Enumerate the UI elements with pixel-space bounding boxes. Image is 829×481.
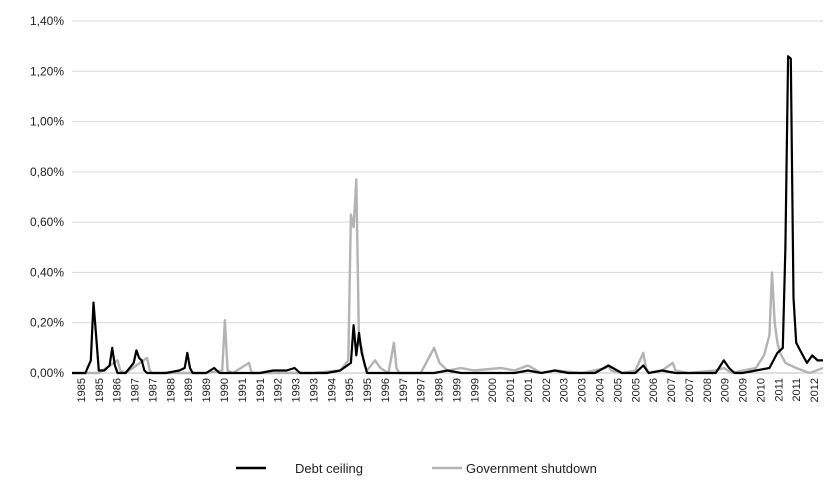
legend: Debt ceiling Government shutdown xyxy=(236,461,597,476)
x-tick-label: 2007 xyxy=(666,378,678,402)
y-tick-label: 0,00% xyxy=(30,366,64,380)
y-tick-label: 0,20% xyxy=(30,316,64,330)
x-tick-label: 1985 xyxy=(76,378,88,402)
x-axis: 1985 1985 1986 1987 1987 1988 1989 1989 1990 1991… xyxy=(72,372,823,402)
series-line-government-shutdown xyxy=(72,178,824,375)
x-tick-label: 1986 xyxy=(112,378,124,402)
y-tick-label: 1,00% xyxy=(30,115,64,129)
x-tick-label: 2006 xyxy=(648,378,660,402)
x-tick-label: 1999 xyxy=(469,378,481,402)
legend-label: Government shutdown xyxy=(466,461,597,476)
x-tick-label: 2010 xyxy=(755,378,767,402)
x-tick-label: 2007 xyxy=(684,378,696,402)
y-tick-label: 0,60% xyxy=(30,215,64,229)
x-tick-label: 2003 xyxy=(559,378,571,402)
x-tick-label: 2012 xyxy=(809,378,821,402)
x-tick-label: 1988 xyxy=(165,378,177,402)
series-lines xyxy=(72,55,824,375)
x-tick-label: 1989 xyxy=(201,378,213,402)
x-tick-label: 2011 xyxy=(791,378,803,402)
y-axis-ticks: 0,00% 0,20% 0,40% 0,60% 0,80% 1,00% 1,20% 1,40% xyxy=(30,14,64,380)
x-tick-label: 1991 xyxy=(255,378,267,402)
x-tick-label: 1995 xyxy=(344,378,356,402)
x-tick-label: 1990 xyxy=(219,378,231,402)
x-tick-label: 1993 xyxy=(291,378,303,402)
x-tick-label: 2005 xyxy=(612,378,624,402)
x-tick-label: 2009 xyxy=(738,378,750,402)
x-tick-label: 1997 xyxy=(398,378,410,402)
x-tick-label: 1985 xyxy=(94,378,106,402)
x-tick-label: 1987 xyxy=(147,378,159,402)
y-tick-label: 0,80% xyxy=(30,165,64,179)
x-tick-label: 2001 xyxy=(523,378,535,402)
x-tick-label: 1999 xyxy=(451,378,463,402)
x-tick-label: 2002 xyxy=(541,378,553,402)
y-tick-label: 0,40% xyxy=(30,265,64,279)
y-tick-label: 1,20% xyxy=(30,64,64,78)
x-tick-label: 2000 xyxy=(487,378,499,402)
x-tick-label: 1989 xyxy=(183,378,195,402)
x-tick-label: 2011 xyxy=(773,378,785,402)
x-tick-label: 1992 xyxy=(273,378,285,402)
x-tick-label: 2005 xyxy=(630,378,642,402)
x-tick-label: 1993 xyxy=(308,378,320,402)
x-tick-label: 1995 xyxy=(362,378,374,402)
x-tick-label: 1994 xyxy=(326,378,338,402)
legend-label: Debt ceiling xyxy=(295,461,363,476)
x-tick-label: 2001 xyxy=(505,378,517,402)
x-tick-label: 1997 xyxy=(416,378,428,402)
x-tick-label: 1987 xyxy=(130,378,142,402)
series-line-debt-ceiling xyxy=(72,55,823,375)
x-tick-label: 2004 xyxy=(594,378,606,402)
x-tick-label: 1998 xyxy=(434,378,446,402)
x-tick-label: 2003 xyxy=(577,378,589,402)
x-tick-label: 2008 xyxy=(702,378,714,402)
x-tick-label: 1991 xyxy=(237,378,249,402)
x-tick-label: 1996 xyxy=(380,378,392,402)
grid-lines xyxy=(72,20,823,324)
x-tick-label: 2009 xyxy=(720,378,732,402)
y-tick-label: 1,40% xyxy=(30,14,64,28)
